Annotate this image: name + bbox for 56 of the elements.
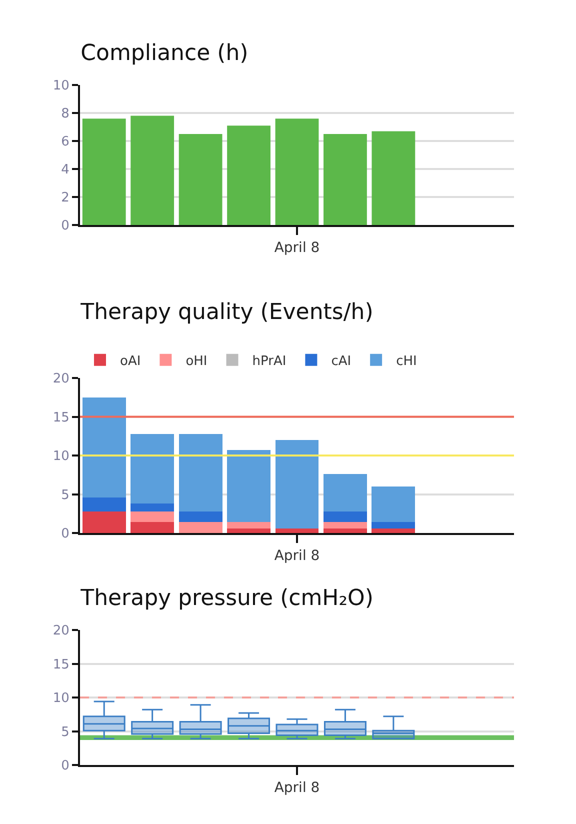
- bar: [178, 434, 222, 512]
- legend-label: cHI: [396, 354, 417, 369]
- y-tick-label: 2: [61, 190, 70, 206]
- chart-title: Therapy pressure (cmH₂O): [80, 586, 374, 611]
- bar: [227, 528, 270, 533]
- bar: [130, 504, 174, 512]
- y-tick-label: 6: [61, 134, 70, 150]
- bar: [227, 126, 270, 225]
- bar: [324, 474, 367, 512]
- y-tick-label: 4: [61, 162, 70, 178]
- bar: [372, 522, 416, 528]
- y-tick-label: 0: [61, 526, 70, 542]
- bar: [275, 528, 319, 533]
- y-tick-label: 15: [52, 657, 70, 672]
- bar: [275, 118, 319, 225]
- y-tick-label: 5: [61, 488, 70, 503]
- bar: [178, 134, 222, 225]
- x-tick-label: April 8: [274, 548, 320, 564]
- y-tick-label: 20: [52, 624, 70, 639]
- bar: [178, 511, 222, 522]
- bar: [372, 486, 416, 522]
- y-tick-label: 10: [52, 691, 70, 706]
- chart-title: Compliance (h): [80, 41, 248, 66]
- y-tick-label: 0: [61, 218, 70, 234]
- bar: [130, 511, 174, 522]
- bar: [82, 497, 126, 512]
- y-tick-label: 10: [52, 449, 70, 464]
- y-tick-label: 15: [52, 410, 70, 426]
- bar: [82, 118, 126, 225]
- bar: [82, 511, 126, 533]
- y-tick-label: 20: [52, 372, 70, 387]
- bar: [324, 134, 367, 225]
- y-tick-label: 8: [61, 106, 70, 122]
- y-tick-label: 10: [52, 78, 70, 94]
- bar: [227, 522, 270, 528]
- bar: [324, 511, 367, 522]
- chart-title: Therapy quality (Events/h): [80, 300, 374, 326]
- legend-label: oHI: [186, 354, 208, 369]
- y-tick-label: 0: [61, 758, 70, 774]
- bar: [324, 522, 367, 528]
- bar: [372, 528, 416, 533]
- bar: [130, 116, 174, 225]
- bar: [372, 131, 416, 225]
- bar: [227, 450, 270, 522]
- legend-label: cAI: [331, 354, 352, 369]
- x-tick-label: April 8: [274, 780, 320, 796]
- bar: [82, 397, 126, 498]
- bar: [178, 522, 222, 533]
- bar: [130, 434, 174, 504]
- legend-label: oAI: [120, 354, 141, 369]
- x-tick-label: April 8: [274, 240, 320, 256]
- bar: [324, 528, 367, 533]
- bar: [130, 522, 174, 533]
- bar: [275, 440, 319, 528]
- y-tick-label: 5: [61, 724, 70, 740]
- legend-label: hPrAI: [252, 354, 286, 369]
